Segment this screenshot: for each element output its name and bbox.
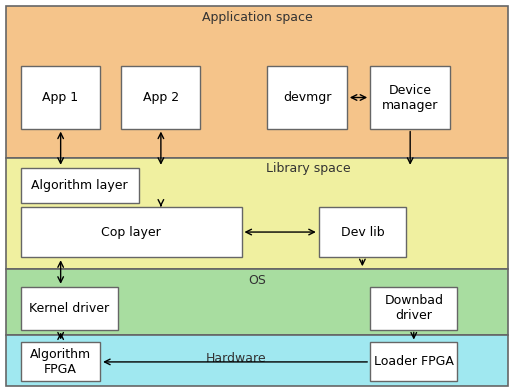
Text: OS: OS [248, 274, 266, 287]
Text: Algorithm layer: Algorithm layer [31, 179, 128, 192]
Bar [6, 269, 508, 335]
Text: Algorithm
FPGA: Algorithm FPGA [30, 348, 91, 376]
Text: Dev lib: Dev lib [341, 225, 384, 239]
Bar [370, 287, 457, 330]
Text: App 2: App 2 [142, 91, 179, 104]
Bar [6, 335, 508, 386]
Text: Library space: Library space [266, 162, 351, 175]
Text: Downbad
driver: Downbad driver [384, 294, 443, 322]
Bar [319, 207, 406, 257]
Bar [121, 66, 200, 129]
Bar [21, 342, 100, 381]
Bar [6, 158, 508, 269]
Bar [21, 287, 118, 330]
Bar [370, 66, 450, 129]
Text: Application space: Application space [201, 11, 313, 24]
Text: Hardware: Hardware [206, 351, 267, 365]
Bar [267, 66, 347, 129]
Bar [21, 66, 100, 129]
Text: Cop layer: Cop layer [101, 225, 161, 239]
Text: Loader FPGA: Loader FPGA [374, 355, 454, 369]
Text: Device
manager: Device manager [382, 83, 438, 112]
Bar [6, 6, 508, 158]
Bar [370, 342, 457, 381]
Text: Kernel driver: Kernel driver [29, 301, 109, 315]
Text: App 1: App 1 [42, 91, 79, 104]
Text: devmgr: devmgr [283, 91, 332, 104]
Bar [21, 207, 242, 257]
Bar [21, 168, 139, 203]
